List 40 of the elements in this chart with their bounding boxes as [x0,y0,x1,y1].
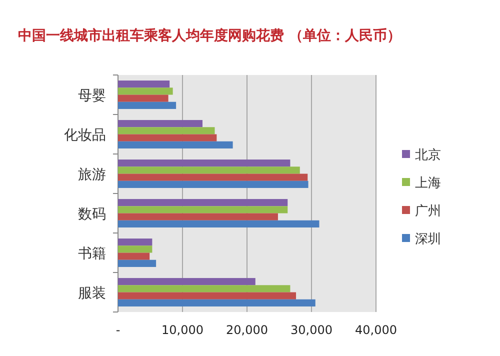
x-tick-label: 30,000 [290,323,332,337]
bar [118,141,233,148]
legend-label: 上海 [415,176,441,191]
bar [118,180,308,188]
bar [118,206,288,214]
bar [118,292,296,300]
x-tick-label: 40,000 [355,323,397,337]
legend-label: 广州 [415,204,441,219]
bar [118,160,290,167]
x-tick-label: - [116,323,120,337]
y-tick-label: 数码 [78,206,106,222]
legend-label: 北京 [415,148,441,163]
bar [118,120,202,128]
bar [118,94,168,102]
bar [118,220,320,228]
bar [118,238,152,246]
chart-title: 中国一线城市出租车乘客人均年度网购花费 （单位：人民币） [18,27,401,44]
y-tick-label: 书籍 [78,246,106,262]
bar [118,278,256,286]
bar [118,166,300,174]
bar [118,299,316,306]
y-tick-label: 服装 [78,285,106,302]
y-tick-label: 母婴 [78,88,106,104]
bar [118,285,290,292]
bar [118,199,288,206]
x-tick-label: 20,000 [226,323,268,337]
x-tick-label: 10,000 [162,323,204,337]
y-tick-label: 旅游 [78,166,106,183]
bar [118,174,308,181]
bar [118,134,217,142]
bar [118,102,176,109]
bar [118,260,156,267]
bar [118,213,278,220]
bar [118,252,150,260]
bar [118,127,215,134]
bar [118,246,152,253]
bar [118,88,173,95]
y-tick-label: 化妆品 [64,127,106,144]
bar [118,80,170,88]
legend-label: 深圳 [415,232,441,247]
